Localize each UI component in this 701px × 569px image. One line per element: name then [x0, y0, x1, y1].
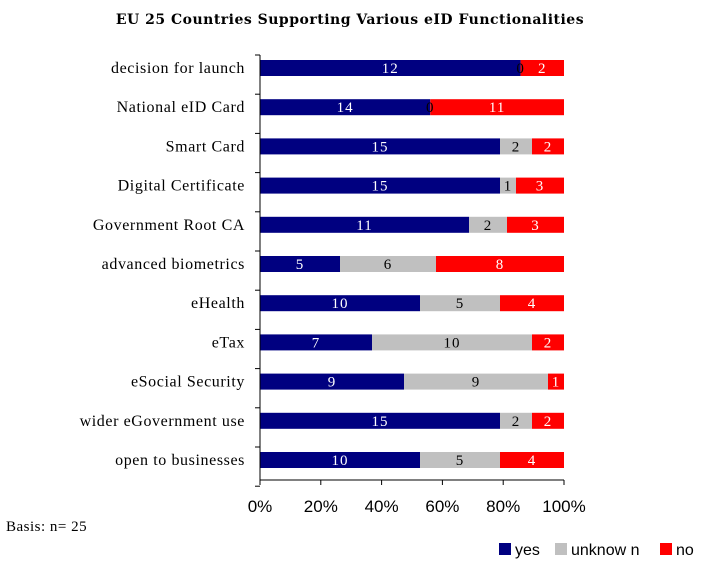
x-tick-label: 20%	[304, 497, 338, 516]
category-label: advanced biometrics	[102, 256, 245, 273]
data-label-yes-esocial-security: 9	[328, 375, 337, 391]
basis-note: Basis: n= 25	[6, 519, 87, 535]
x-tick-label: 60%	[425, 497, 459, 516]
data-label-yes-wider-egovernment-use: 15	[372, 414, 389, 430]
bar-unknow-n-wider-egovernment-use	[500, 412, 532, 429]
x-tick-label: 100%	[542, 497, 585, 516]
category-label: Digital Certificate	[118, 178, 245, 195]
bar-yes-government-root-ca	[260, 216, 469, 233]
bar-no-etax	[532, 334, 564, 351]
legend-label-unknow-n: unknow n	[571, 542, 640, 559]
data-label-no-wider-egovernment-use: 2	[544, 414, 553, 430]
data-label-no-digital-certificate: 3	[536, 179, 545, 195]
data-label-no-open-to-businesses: 4	[528, 453, 537, 469]
category-labels: decision for launch National eID Card Smar…	[80, 60, 245, 469]
bar-unknow-n-esocial-security	[404, 373, 548, 390]
bar-no-advanced-biometrics	[436, 256, 564, 272]
bar-unknow-n-digital-certificate	[500, 177, 516, 194]
x-tick-label: 80%	[486, 497, 520, 516]
data-label-yes-open-to-businesses: 10	[332, 453, 349, 469]
category-label: open to businesses	[115, 452, 245, 469]
data-label-yes-etax: 7	[312, 335, 321, 351]
legend: yes unknow n no	[499, 542, 694, 559]
bar-yes-digital-certificate	[260, 177, 500, 194]
legend-swatch-yes	[499, 543, 511, 555]
category-label: wider eGovernment use	[80, 413, 245, 430]
data-label-unknow-n-esocial-security: 9	[472, 375, 481, 391]
bar-yes-advanced-biometrics	[260, 256, 340, 272]
bar-yes-national-eid-card	[260, 99, 431, 116]
legend-swatch-no	[660, 543, 672, 555]
data-label-unknow-n-ehealth: 5	[456, 296, 465, 312]
legend-swatch-unknow-n	[555, 543, 567, 555]
data-label-unknow-n-government-root-ca: 2	[484, 218, 493, 234]
data-label-unknow-n-decision-for-launch: 0	[516, 61, 525, 77]
bar-yes-wider-egovernment-use	[260, 412, 500, 429]
bar-yes-smart-card	[260, 138, 500, 155]
data-label-no-esocial-security: 1	[552, 375, 561, 391]
category-label: eSocial Security	[131, 374, 245, 391]
data-label-yes-smart-card: 15	[372, 139, 389, 155]
data-label-no-advanced-biometrics: 8	[496, 257, 505, 273]
x-tick-label: 40%	[365, 497, 399, 516]
bar-no-wider-egovernment-use	[532, 412, 564, 429]
bar-no-digital-certificate	[516, 177, 564, 194]
bar-yes-open-to-businesses	[260, 452, 420, 468]
bar-no-open-to-businesses	[500, 452, 564, 468]
data-label-no-etax: 2	[544, 335, 553, 351]
category-label: Smart Card	[166, 138, 245, 155]
data-label-no-government-root-ca: 3	[531, 218, 540, 234]
data-label-unknow-n-open-to-businesses: 5	[456, 453, 465, 469]
bar-no-ehealth	[500, 295, 564, 312]
bar-no-government-root-ca	[507, 216, 564, 233]
bar-unknow-n-government-root-ca	[469, 216, 507, 233]
data-label-yes-decision-for-launch: 12	[382, 61, 399, 77]
bar-unknow-n-advanced-biometrics	[340, 256, 436, 272]
data-label-yes-advanced-biometrics: 5	[296, 257, 305, 273]
data-label-no-national-eid-card: 11	[489, 100, 505, 116]
data-label-yes-government-root-ca: 11	[356, 218, 372, 234]
data-label-yes-digital-certificate: 15	[372, 179, 389, 195]
bar-yes-etax	[260, 334, 372, 351]
data-label-yes-national-eid-card: 14	[337, 100, 354, 116]
bar-yes-ehealth	[260, 295, 420, 312]
data-label-unknow-n-etax: 10	[444, 335, 461, 351]
x-axis: 0% 20% 40% 60% 80% 100%	[248, 54, 586, 516]
category-label: eTax	[212, 334, 245, 351]
data-label-yes-ehealth: 10	[332, 296, 349, 312]
chart-title: EU 25 Countries Supporting Various eID F…	[116, 12, 584, 28]
data-label-unknow-n-wider-egovernment-use: 2	[512, 414, 521, 430]
bar-unknow-n-ehealth	[420, 295, 500, 312]
bar-yes-decision-for-launch	[260, 60, 521, 76]
bar-unknow-n-etax	[372, 334, 532, 351]
bar-no-smart-card	[532, 138, 564, 155]
legend-label-no: no	[676, 542, 694, 559]
category-label: National eID Card	[117, 99, 245, 116]
category-label: eHealth	[191, 295, 245, 312]
data-label-unknow-n-national-eid-card: 0	[426, 100, 435, 116]
data-label-unknow-n-smart-card: 2	[512, 139, 521, 155]
data-label-unknow-n-digital-certificate: 1	[504, 179, 513, 195]
x-tick-label: 0%	[248, 497, 273, 516]
bar-unknow-n-smart-card	[500, 138, 532, 155]
bar-yes-esocial-security	[260, 373, 404, 390]
legend-label-yes: yes	[515, 542, 540, 559]
data-label-no-ehealth: 4	[528, 296, 537, 312]
category-label: Government Root CA	[93, 217, 245, 234]
bar-no-decision-for-launch	[520, 60, 564, 76]
data-label-no-decision-for-launch: 2	[538, 61, 547, 77]
bar-no-national-eid-card	[430, 99, 564, 116]
category-label: decision for launch	[111, 60, 245, 77]
data-label-unknow-n-advanced-biometrics: 6	[384, 257, 393, 273]
data-label-no-smart-card: 2	[544, 139, 553, 155]
bar-no-esocial-security	[548, 373, 564, 390]
bar-unknow-n-open-to-businesses	[420, 452, 500, 468]
